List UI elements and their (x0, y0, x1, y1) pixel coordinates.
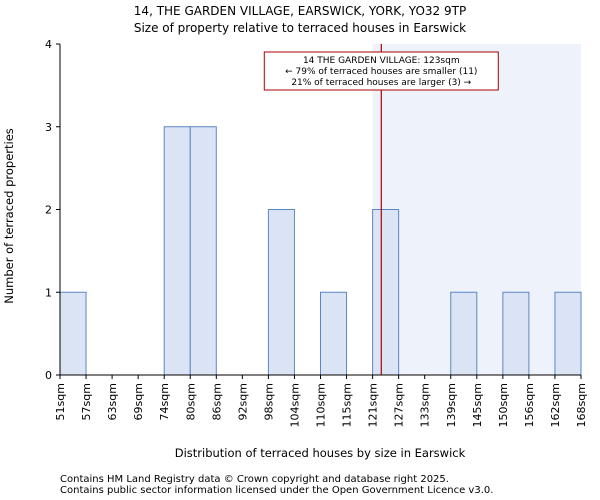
x-tick-label: 156sqm (523, 383, 536, 427)
y-tick-label: 4 (45, 38, 52, 51)
y-tick-label: 3 (45, 121, 52, 134)
x-tick-label: 115sqm (341, 383, 354, 427)
x-tick-label: 80sqm (184, 383, 197, 420)
bar[interactable] (59, 291, 87, 376)
x-tick-label: 63sqm (106, 383, 119, 420)
x-tick-label: 92sqm (236, 383, 249, 420)
bar[interactable] (267, 209, 295, 376)
chart-title: 14, THE GARDEN VILLAGE, EARSWICK, YORK, … (134, 4, 466, 18)
x-tick-label: 168sqm (575, 383, 588, 427)
y-tick-label: 1 (45, 286, 52, 299)
x-tick-label: 69sqm (132, 383, 145, 420)
annotation-box (263, 51, 499, 91)
x-tick-label: 110sqm (315, 383, 328, 427)
x-tick-label: 51sqm (54, 383, 67, 420)
x-axis-label: Distribution of terraced houses by size … (175, 446, 466, 460)
x-tick-label: 133sqm (419, 383, 432, 427)
annotation-line-2: ← 79% of terraced houses are smaller (11… (285, 67, 477, 77)
annotation-line-3: 21% of terraced houses are larger (3) → (291, 78, 471, 88)
y-tick-label: 0 (45, 369, 52, 382)
footer-line-2: Contains public sector information licen… (60, 485, 493, 496)
x-tick-label: 162sqm (549, 383, 562, 427)
chart-subtitle: Size of property relative to terraced ho… (134, 21, 466, 35)
x-tick-label: 104sqm (288, 383, 301, 427)
x-tick-label: 145sqm (471, 383, 484, 427)
x-tick-label: 74sqm (158, 383, 171, 420)
bar[interactable] (450, 291, 478, 376)
x-tick-label: 139sqm (445, 383, 458, 427)
x-tick-label: 121sqm (367, 383, 380, 427)
bar[interactable] (554, 291, 582, 376)
footer-line-1: Contains HM Land Registry data © Crown c… (60, 474, 449, 485)
bar[interactable] (320, 291, 348, 376)
y-tick-label: 2 (45, 204, 52, 217)
x-tick-label: 57sqm (80, 383, 93, 420)
x-tick-label: 86sqm (210, 383, 223, 420)
bar[interactable] (502, 291, 530, 376)
x-tick-label: 150sqm (497, 383, 510, 427)
bar[interactable] (189, 126, 217, 376)
bar[interactable] (372, 209, 400, 376)
y-axis-label: Number of terraced properties (2, 128, 16, 304)
annotation-line-1: 14 THE GARDEN VILLAGE: 123sqm (303, 56, 460, 66)
bar[interactable] (163, 126, 191, 376)
x-tick-label: 98sqm (262, 383, 275, 420)
x-tick-label: 127sqm (393, 383, 406, 427)
